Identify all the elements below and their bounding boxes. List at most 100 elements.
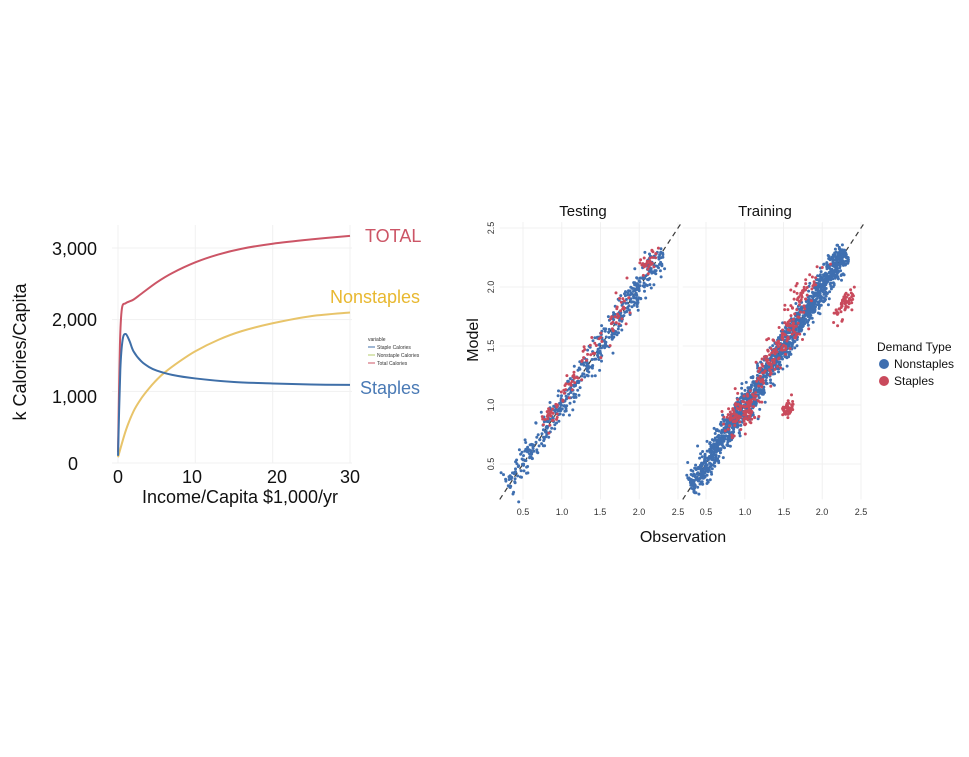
- nonstaples-point: [759, 360, 763, 364]
- staples-point: [731, 420, 735, 424]
- nonstaples-point: [819, 303, 823, 307]
- nonstaples-point: [634, 291, 638, 295]
- staples-point: [780, 331, 784, 335]
- staples-point: [772, 359, 776, 363]
- nonstaples-point: [637, 296, 641, 300]
- nonstaples-point: [714, 444, 718, 448]
- nonstaples-point: [704, 459, 708, 463]
- staples-point: [790, 393, 793, 397]
- nonstaples-point: [740, 386, 744, 390]
- staples-point: [572, 376, 576, 380]
- staples-point: [747, 415, 751, 419]
- nonstaples-point: [596, 353, 599, 357]
- nonstaples-point: [538, 438, 542, 442]
- staples-point: [586, 352, 590, 356]
- staples-point: [641, 273, 645, 277]
- staples-point: [565, 374, 569, 378]
- nonstaples-point: [588, 365, 592, 369]
- staples-point: [559, 390, 563, 394]
- staples-point: [845, 295, 848, 299]
- calorie-income-chart: 0 1,000 2,000 3,000 0 10 20 30 Income/Ca…: [10, 225, 421, 507]
- nonstaples-point: [607, 336, 611, 339]
- nonstaples-point: [814, 288, 818, 292]
- nonstaples-point: [748, 394, 752, 398]
- nonstaples-point: [717, 442, 721, 446]
- staples-point: [726, 427, 730, 431]
- nonstaples-point: [806, 310, 810, 314]
- staples-point: [742, 417, 746, 421]
- nonstaples-point: [524, 447, 528, 451]
- staples-point: [758, 400, 762, 404]
- staples-point: [742, 419, 746, 423]
- nonstaples-point: [514, 467, 517, 471]
- nonstaples-point: [599, 351, 602, 355]
- nonstaples-point: [818, 274, 822, 278]
- nonstaples-point: [717, 437, 721, 441]
- legend-label-nonstaples: Nonstaples: [894, 357, 954, 371]
- nonstaples-point: [712, 426, 716, 430]
- nonstaples-point: [738, 431, 741, 435]
- staples-point: [843, 307, 847, 311]
- staples-point: [795, 308, 799, 312]
- staples-point: [799, 310, 802, 314]
- staples-point: [642, 256, 646, 260]
- nonstaples-point: [611, 351, 615, 355]
- nonstaples-point: [786, 350, 789, 354]
- nonstaples-point: [835, 243, 839, 247]
- nonstaples-point: [591, 339, 595, 343]
- staples-point: [805, 286, 809, 289]
- staples-point: [804, 297, 808, 301]
- nonstaples-point: [559, 403, 563, 407]
- nonstaples-point: [824, 271, 827, 275]
- staples-point: [726, 413, 730, 417]
- nonstaples-point: [627, 308, 631, 312]
- nonstaples-point: [658, 253, 662, 257]
- nonstaples-point: [700, 455, 704, 459]
- scatter-points: [499, 243, 856, 504]
- nonstaples-point: [648, 283, 652, 287]
- nonstaples-point: [785, 364, 789, 368]
- nonstaples-point: [572, 396, 576, 399]
- staples-point: [615, 305, 619, 309]
- staples-point: [834, 311, 838, 315]
- nonstaples-point: [542, 439, 546, 443]
- staples-point: [736, 398, 740, 402]
- nonstaples-point: [694, 463, 698, 467]
- staples-point: [614, 321, 618, 325]
- nonstaples-point: [705, 482, 709, 485]
- nonstaples-point: [593, 374, 597, 378]
- staples-point: [646, 267, 650, 271]
- staples-point: [839, 310, 843, 314]
- nonstaples-point: [530, 457, 534, 461]
- right-x-axis-label: Observation: [640, 529, 726, 546]
- staples-point: [772, 349, 776, 353]
- nonstaples-point: [806, 320, 810, 324]
- staples-point: [599, 356, 603, 360]
- nonstaples-point: [706, 470, 710, 474]
- nonstaples-point: [602, 339, 606, 343]
- nonstaples-point: [701, 450, 705, 453]
- nonstaples-point: [829, 278, 833, 282]
- nonstaples-point: [659, 256, 663, 260]
- y-tick-0: 0: [68, 454, 78, 474]
- staples-point: [776, 357, 780, 361]
- staples-point: [652, 265, 656, 269]
- nonstaples-point: [835, 266, 839, 269]
- nonstaples-point: [807, 313, 811, 317]
- nonstaples-point: [649, 286, 653, 290]
- nonstaples-point: [749, 386, 752, 390]
- nonstaples-point: [716, 449, 719, 453]
- mini-legend-nonstaple: Nonstaple Calories: [377, 353, 420, 359]
- nonstaples-point: [802, 314, 806, 318]
- staples-point: [589, 353, 593, 357]
- nonstaples-point: [808, 316, 812, 320]
- nonstaples-point: [708, 478, 712, 482]
- nonstaples-point: [746, 386, 750, 390]
- nonstaples-point: [832, 264, 836, 268]
- staples-point: [754, 394, 758, 398]
- left-grid: [112, 225, 352, 464]
- nonstaples-point: [513, 480, 517, 484]
- nonstaples-point: [696, 444, 700, 448]
- staples-point: [791, 323, 795, 327]
- nonstaples-point: [644, 274, 648, 278]
